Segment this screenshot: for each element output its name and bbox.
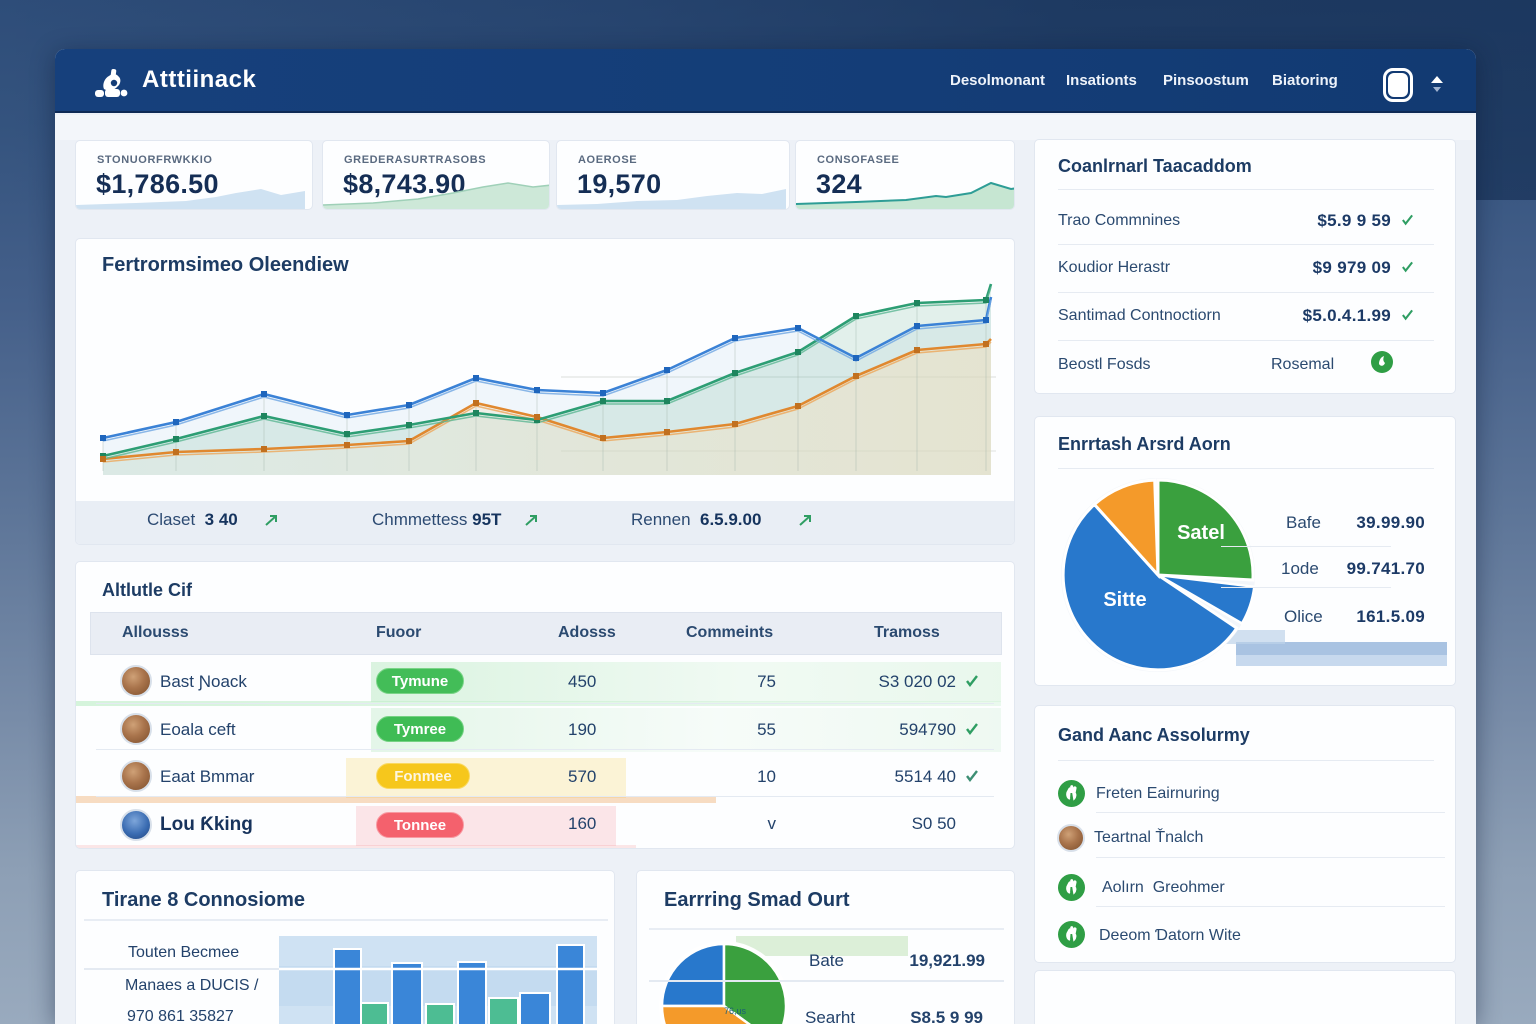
svg-text:Satel: Satel	[1177, 522, 1225, 544]
svg-text:Sitte: Sitte	[1103, 589, 1146, 611]
svg-text:76,us: 76,us	[724, 1006, 747, 1016]
